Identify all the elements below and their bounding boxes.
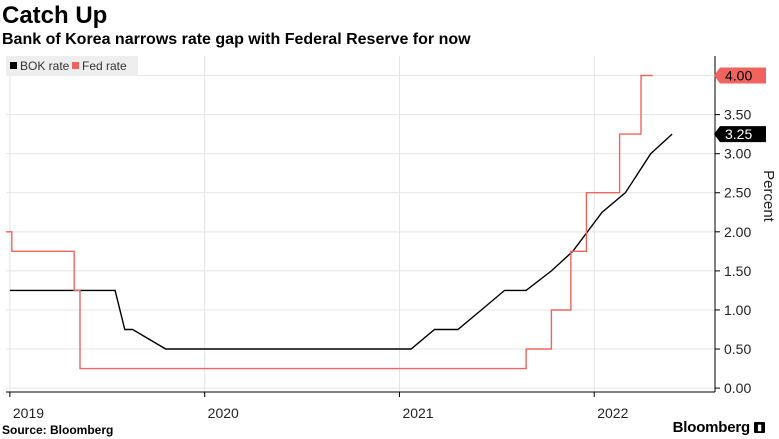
y-tick-label: 2.00 [724, 224, 751, 240]
fed-legend-swatch [72, 62, 79, 69]
fed-end-value-label: 4.00 [725, 68, 752, 84]
y-tick-label: 0.50 [724, 341, 751, 357]
x-tick-label: 2019 [13, 405, 44, 421]
bloomberg-terminal-icon: ▮ [754, 422, 765, 433]
chart-subtitle: Bank of Korea narrows rate gap with Fede… [2, 31, 471, 48]
brand-name: Bloomberg [672, 419, 751, 436]
fed-legend-label: Fed rate [82, 59, 127, 73]
y-tick-label: 3.00 [724, 146, 751, 162]
bok-end-value-label: 3.25 [725, 126, 752, 142]
y-axis-title: Percent [760, 170, 777, 223]
chart-title: Catch Up [2, 2, 108, 29]
y-tick-label: 1.50 [724, 263, 751, 279]
y-tick-label: 2.50 [724, 185, 751, 201]
source-note: Source: Bloomberg [2, 423, 114, 437]
x-tick-label: 2020 [208, 405, 239, 421]
fed-end-value-tag [714, 67, 766, 84]
bloomberg-logo: Bloomberg ▮ [673, 419, 765, 436]
bok-legend-swatch [10, 62, 17, 69]
y-tick-label: 3.50 [724, 107, 751, 123]
bok-legend-label: BOK rate [20, 59, 70, 73]
y-tick-label: 1.00 [724, 302, 751, 318]
y-tick-label: 0.00 [724, 380, 751, 396]
fed-rate-line [6, 74, 653, 370]
bok-end-value-tag [714, 126, 766, 143]
x-tick-label: 2021 [402, 405, 433, 421]
x-tick-label: 2022 [597, 405, 628, 421]
bok-rate-line [9, 133, 673, 350]
